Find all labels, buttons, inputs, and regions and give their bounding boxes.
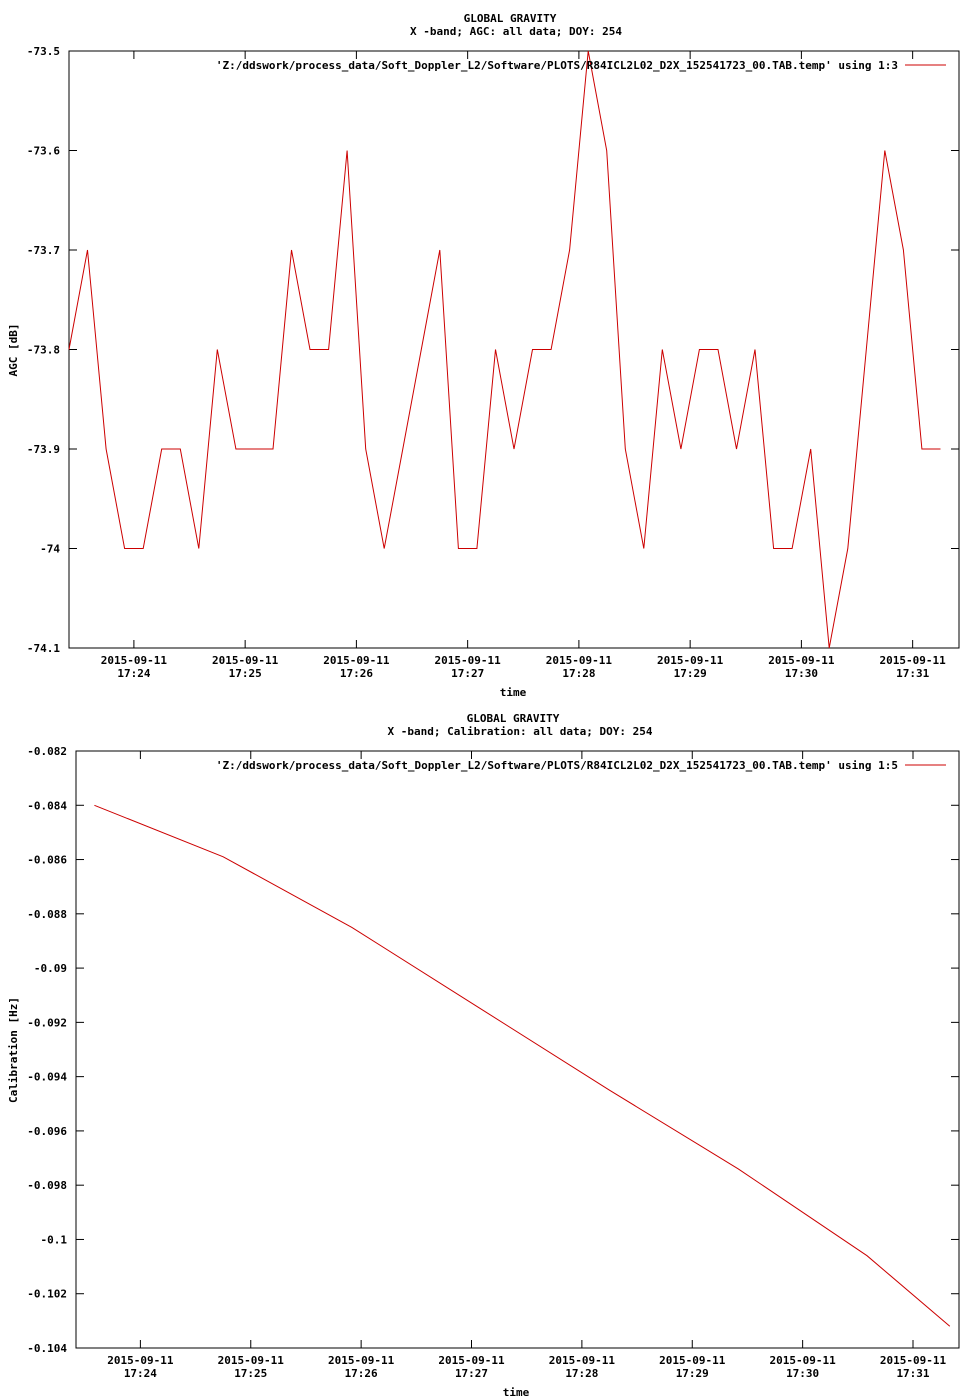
- y-tick-label: -73.6: [27, 145, 60, 158]
- x-tick-label-date: 2015-09-11: [659, 1354, 726, 1367]
- agc-chart: GLOBAL GRAVITY X -band; AGC: all data; D…: [7, 12, 960, 699]
- y-tick-label: -73.9: [27, 443, 60, 456]
- chart-title: GLOBAL GRAVITY: [464, 12, 557, 25]
- calibration-series-line: [94, 804, 951, 1327]
- x-tick-label-date: 2015-09-11: [218, 1354, 285, 1367]
- y-axis-label: Calibration [Hz]: [7, 997, 20, 1103]
- x-tick-label-date: 2015-09-11: [101, 654, 168, 667]
- y-tick-label: -0.09: [34, 962, 67, 975]
- x-tick-label-time: 17:28: [562, 667, 595, 680]
- x-tick-label-time: 17:26: [340, 667, 373, 680]
- x-axis-label: time: [500, 686, 527, 699]
- y-tick-label: -0.088: [27, 908, 67, 921]
- legend-label: 'Z:/ddswork/process_data/Soft_Doppler_L2…: [216, 59, 898, 72]
- x-tick-label-time: 17:30: [785, 667, 818, 680]
- chart-subtitle: X -band; Calibration: all data; DOY: 254: [388, 725, 653, 738]
- y-axis-ticks: -73.5 -73.6 -73.7 -73.8 -73.9 -74 -74.1: [27, 45, 959, 655]
- y-tick-label: -0.1: [41, 1233, 68, 1246]
- y-tick-label: -0.084: [27, 799, 67, 812]
- y-tick-label: -73.5: [27, 45, 60, 58]
- y-tick-label: -0.104: [27, 1342, 67, 1355]
- x-axis-ticks: 2015-09-1117:242015-09-1117:252015-09-11…: [101, 51, 946, 680]
- x-tick-label-time: 17:28: [565, 1367, 598, 1380]
- x-tick-label-date: 2015-09-11: [323, 654, 390, 667]
- agc-series-line: [68, 50, 941, 649]
- y-axis-label: AGC [dB]: [7, 324, 20, 377]
- x-axis-ticks: 2015-09-1117:242015-09-1117:252015-09-11…: [107, 751, 946, 1380]
- x-tick-label-time: 17:27: [455, 1367, 488, 1380]
- x-tick-label-date: 2015-09-11: [880, 654, 947, 667]
- x-tick-label-date: 2015-09-11: [328, 1354, 395, 1367]
- plot-frame: [68, 50, 960, 649]
- x-tick-label-time: 17:29: [674, 667, 707, 680]
- x-tick-label-time: 17:25: [234, 1367, 267, 1380]
- chart-title: GLOBAL GRAVITY: [467, 712, 560, 725]
- chart-subtitle: X -band; AGC: all data; DOY: 254: [410, 25, 622, 38]
- x-tick-label-date: 2015-09-11: [657, 654, 724, 667]
- x-tick-label-time: 17:30: [786, 1367, 819, 1380]
- calibration-chart: GLOBAL GRAVITY X -band; Calibration: all…: [7, 712, 960, 1399]
- y-tick-label: -0.094: [27, 1071, 67, 1084]
- x-axis-label: time: [503, 1386, 530, 1399]
- x-tick-label-date: 2015-09-11: [770, 1354, 837, 1367]
- x-tick-label-date: 2015-09-11: [212, 654, 279, 667]
- x-tick-label-date: 2015-09-11: [435, 654, 502, 667]
- legend-label: 'Z:/ddswork/process_data/Soft_Doppler_L2…: [216, 759, 898, 772]
- y-tick-label: -74: [40, 543, 60, 556]
- y-axis-ticks: -0.082 -0.084 -0.086 -0.088 -0.09 -0.092 -0.09…: [27, 745, 959, 1355]
- x-tick-label-date: 2015-09-11: [549, 1354, 616, 1367]
- y-tick-label: -73.8: [27, 344, 60, 357]
- x-tick-label-time: 17:24: [124, 1367, 157, 1380]
- x-tick-label-time: 17:31: [896, 1367, 929, 1380]
- y-tick-label: -0.098: [27, 1179, 67, 1192]
- y-tick-label: -0.096: [27, 1125, 67, 1138]
- x-tick-label-date: 2015-09-11: [546, 654, 613, 667]
- y-tick-label: -0.092: [27, 1016, 67, 1029]
- y-tick-label: -0.102: [27, 1288, 67, 1301]
- x-tick-label-date: 2015-09-11: [438, 1354, 505, 1367]
- x-tick-label-time: 17:27: [451, 667, 484, 680]
- x-tick-label-time: 17:26: [345, 1367, 378, 1380]
- y-tick-label: -73.7: [27, 244, 60, 257]
- x-tick-label-time: 17:31: [896, 667, 929, 680]
- x-tick-label-date: 2015-09-11: [107, 1354, 174, 1367]
- y-tick-label: -0.082: [27, 745, 67, 758]
- x-tick-label-time: 17:29: [676, 1367, 709, 1380]
- x-tick-label-date: 2015-09-11: [880, 1354, 947, 1367]
- y-tick-label: -74.1: [27, 642, 60, 655]
- x-tick-label-time: 17:24: [117, 667, 150, 680]
- plot-frame: [75, 750, 960, 1349]
- y-tick-label: -0.086: [27, 854, 67, 867]
- x-tick-label-date: 2015-09-11: [768, 654, 835, 667]
- x-tick-label-time: 17:25: [229, 667, 262, 680]
